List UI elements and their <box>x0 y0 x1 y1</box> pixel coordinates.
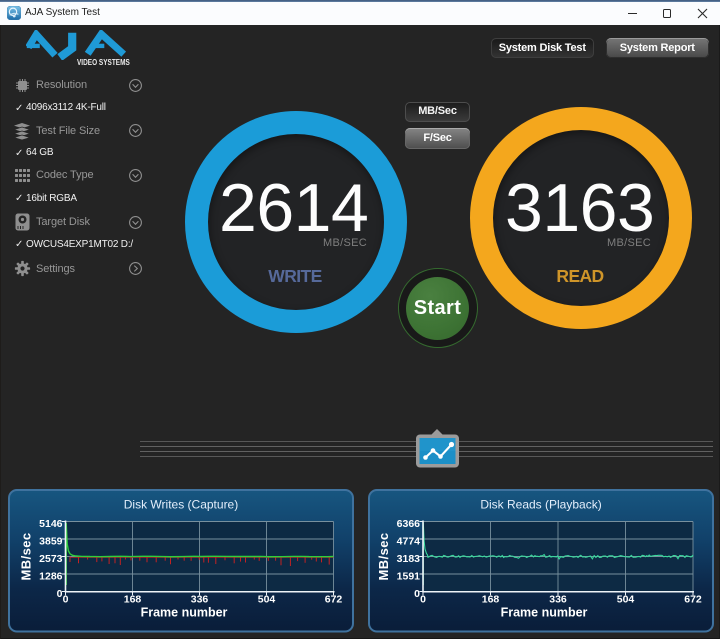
svg-text:2573: 2573 <box>39 553 63 565</box>
svg-text:1591: 1591 <box>396 571 420 583</box>
svg-text:0: 0 <box>420 594 426 606</box>
svg-text:Frame number: Frame number <box>140 606 227 620</box>
svg-text:504: 504 <box>616 594 634 606</box>
svg-text:Disk Reads (Playback): Disk Reads (Playback) <box>480 498 601 512</box>
svg-text:0: 0 <box>414 588 420 600</box>
svg-text:0: 0 <box>62 594 68 606</box>
svg-text:3183: 3183 <box>396 553 420 565</box>
svg-text:1286: 1286 <box>39 571 63 583</box>
svg-text:Disk Writes (Capture): Disk Writes (Capture) <box>123 498 237 512</box>
svg-text:MB/sec: MB/sec <box>376 533 391 581</box>
svg-text:3859: 3859 <box>39 536 63 548</box>
svg-text:0: 0 <box>56 588 62 600</box>
svg-text:672: 672 <box>324 594 342 606</box>
svg-text:336: 336 <box>549 594 567 606</box>
svg-text:6366: 6366 <box>396 518 420 530</box>
svg-text:5146: 5146 <box>39 518 63 530</box>
svg-text:672: 672 <box>684 594 702 606</box>
svg-text:168: 168 <box>123 594 141 606</box>
svg-text:336: 336 <box>190 594 208 606</box>
svg-text:MB/sec: MB/sec <box>18 533 33 581</box>
svg-text:Frame number: Frame number <box>500 606 587 620</box>
svg-text:168: 168 <box>481 594 499 606</box>
svg-text:504: 504 <box>257 594 275 606</box>
svg-text:4774: 4774 <box>396 536 420 548</box>
